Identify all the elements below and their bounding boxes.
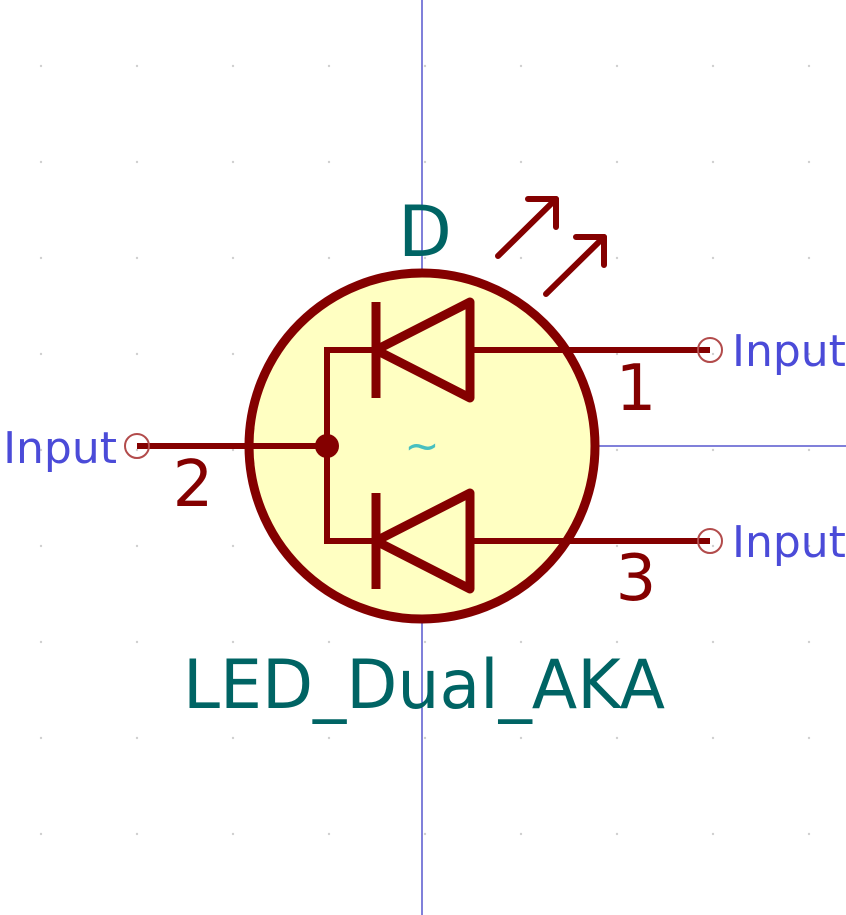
grid-dot <box>39 160 43 164</box>
grid-dot <box>327 736 331 740</box>
grid-dot <box>615 160 619 164</box>
led-lower <box>371 488 475 594</box>
led-lower-triangle <box>371 488 475 594</box>
grid-dot <box>39 352 43 356</box>
light-emission-arrows-icon <box>495 196 607 297</box>
grid-dot <box>711 256 715 260</box>
grid-dot <box>231 832 235 836</box>
grid-dot <box>711 352 715 356</box>
grid-dot <box>807 256 811 260</box>
pin-2-name: Input <box>3 423 117 474</box>
grid-dot <box>615 256 619 260</box>
grid-dot <box>135 256 139 260</box>
grid-dot <box>135 640 139 644</box>
grid-dot <box>135 544 139 548</box>
grid-dot <box>423 640 427 644</box>
pin-3-number: 3 <box>616 542 657 616</box>
grid-dot <box>39 448 43 452</box>
grid-dot <box>615 64 619 68</box>
grid-dot <box>39 256 43 260</box>
grid-dot <box>39 544 43 548</box>
pin-3[interactable] <box>474 528 723 554</box>
grid-dot <box>39 832 43 836</box>
grid-dot <box>231 64 235 68</box>
grid-dot <box>135 736 139 740</box>
grid-dot <box>519 64 523 68</box>
grid-dot <box>807 832 811 836</box>
grid-dot <box>519 160 523 164</box>
grid-dot <box>519 640 523 644</box>
grid-dot <box>327 256 331 260</box>
grid-dot <box>615 736 619 740</box>
grid-dot <box>711 448 715 452</box>
grid-dot <box>807 544 811 548</box>
led-upper <box>371 297 475 403</box>
grid-dot <box>711 640 715 644</box>
grid-dot <box>231 640 235 644</box>
pin-1[interactable] <box>474 337 723 363</box>
grid-dot <box>519 832 523 836</box>
grid-dot <box>711 832 715 836</box>
grid-dot <box>231 160 235 164</box>
grid-dot <box>231 544 235 548</box>
pin-3-marker <box>697 528 723 554</box>
grid-dot <box>135 832 139 836</box>
grid-dot <box>135 64 139 68</box>
reference-designator[interactable]: D <box>398 191 452 273</box>
pin-2-number: 2 <box>173 448 214 522</box>
grid-dots <box>39 64 811 836</box>
grid-dot <box>327 160 331 164</box>
grid-dot <box>615 544 619 548</box>
grid-dot <box>39 736 43 740</box>
grid-dot <box>807 736 811 740</box>
grid-dot <box>231 256 235 260</box>
grid-dot <box>423 256 427 260</box>
grid-dot <box>807 160 811 164</box>
grid-dot <box>231 448 235 452</box>
grid-dot <box>519 256 523 260</box>
pin-2[interactable] <box>124 433 327 459</box>
grid-dot <box>807 448 811 452</box>
grid-dot <box>135 448 139 452</box>
grid-dot <box>711 736 715 740</box>
grid-dot <box>327 832 331 836</box>
unit-marker: ~ <box>404 421 439 470</box>
grid-dot <box>423 832 427 836</box>
grid-dot <box>327 64 331 68</box>
grid-dot <box>615 832 619 836</box>
grid-dot <box>39 64 43 68</box>
grid-dot <box>711 64 715 68</box>
pin-1-name: Input <box>732 326 846 377</box>
pin-3-name: Input <box>732 517 846 568</box>
grid-dot <box>231 736 235 740</box>
grid-dot <box>327 640 331 644</box>
pin-2-marker <box>124 433 150 459</box>
junction-dot <box>315 434 339 458</box>
grid-dot <box>135 160 139 164</box>
grid-dot <box>711 160 715 164</box>
grid-dot <box>135 352 139 356</box>
grid-dot <box>807 640 811 644</box>
grid-dot <box>615 448 619 452</box>
value-field[interactable]: LED_Dual_AKA <box>183 646 665 725</box>
pin-1-number: 1 <box>616 352 657 426</box>
grid-dot <box>711 544 715 548</box>
grid-dot <box>423 160 427 164</box>
grid-dot <box>231 352 235 356</box>
grid-dot <box>807 64 811 68</box>
led-upper-triangle <box>371 297 475 403</box>
grid-dot <box>423 736 427 740</box>
pin-1-marker <box>697 337 723 363</box>
grid-dot <box>423 64 427 68</box>
grid-dot <box>807 352 811 356</box>
grid-dot <box>519 736 523 740</box>
grid-dot <box>39 640 43 644</box>
grid-dot <box>615 640 619 644</box>
grid-dot <box>615 352 619 356</box>
